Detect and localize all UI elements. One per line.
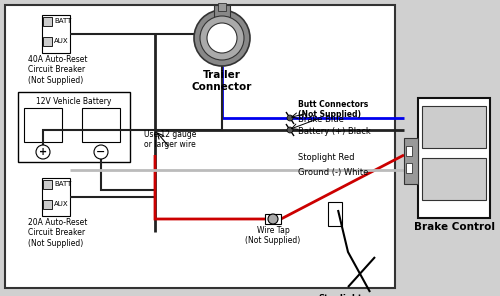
Text: −: − xyxy=(96,147,106,157)
Circle shape xyxy=(194,10,250,66)
Circle shape xyxy=(200,16,244,60)
Bar xyxy=(214,5,230,17)
Bar xyxy=(42,178,70,216)
Text: Ground (-) White: Ground (-) White xyxy=(298,168,368,176)
Text: 40A Auto-Reset
Circuit Breaker
(Not Supplied): 40A Auto-Reset Circuit Breaker (Not Supp… xyxy=(28,55,88,85)
Circle shape xyxy=(94,145,108,159)
Text: Use 12 gauge
or larger wire: Use 12 gauge or larger wire xyxy=(144,130,196,149)
Bar xyxy=(265,214,281,224)
Text: Stoplight Red: Stoplight Red xyxy=(298,152,354,162)
Bar xyxy=(5,5,395,288)
Text: Brake Control: Brake Control xyxy=(414,222,494,232)
Text: BATT: BATT xyxy=(54,181,72,187)
Bar xyxy=(218,3,226,11)
Text: Trailer
Connector: Trailer Connector xyxy=(192,70,252,91)
Bar xyxy=(82,108,120,142)
Circle shape xyxy=(207,23,237,53)
Text: Stoplight
Switch: Stoplight Switch xyxy=(318,294,362,296)
Circle shape xyxy=(287,115,293,121)
Text: AUX: AUX xyxy=(54,38,68,44)
Circle shape xyxy=(268,214,278,224)
Text: 12V Vehicle Battery: 12V Vehicle Battery xyxy=(36,97,112,106)
Bar xyxy=(404,138,418,184)
Bar xyxy=(328,202,342,226)
Text: +: + xyxy=(39,147,47,157)
Bar xyxy=(418,98,490,218)
Circle shape xyxy=(287,127,293,133)
Text: AUX: AUX xyxy=(54,201,68,207)
Text: Battery (+) Black: Battery (+) Black xyxy=(298,128,371,136)
Bar xyxy=(24,108,62,142)
Text: BATT: BATT xyxy=(54,18,72,24)
Text: Butt Connectors
(Not Supplied): Butt Connectors (Not Supplied) xyxy=(298,100,368,119)
Bar xyxy=(422,158,486,200)
Text: Brake Blue: Brake Blue xyxy=(298,115,344,125)
Bar xyxy=(406,163,412,173)
Bar xyxy=(43,17,52,26)
Circle shape xyxy=(36,145,50,159)
Text: 20A Auto-Reset
Circuit Breaker
(Not Supplied): 20A Auto-Reset Circuit Breaker (Not Supp… xyxy=(28,218,88,248)
Bar xyxy=(406,146,412,156)
Text: Wire Tap
(Not Supplied): Wire Tap (Not Supplied) xyxy=(246,226,300,245)
Bar xyxy=(43,37,52,46)
Bar xyxy=(422,106,486,148)
Bar xyxy=(18,92,130,162)
Bar xyxy=(43,200,52,209)
Bar xyxy=(43,180,52,189)
Bar xyxy=(42,15,70,53)
